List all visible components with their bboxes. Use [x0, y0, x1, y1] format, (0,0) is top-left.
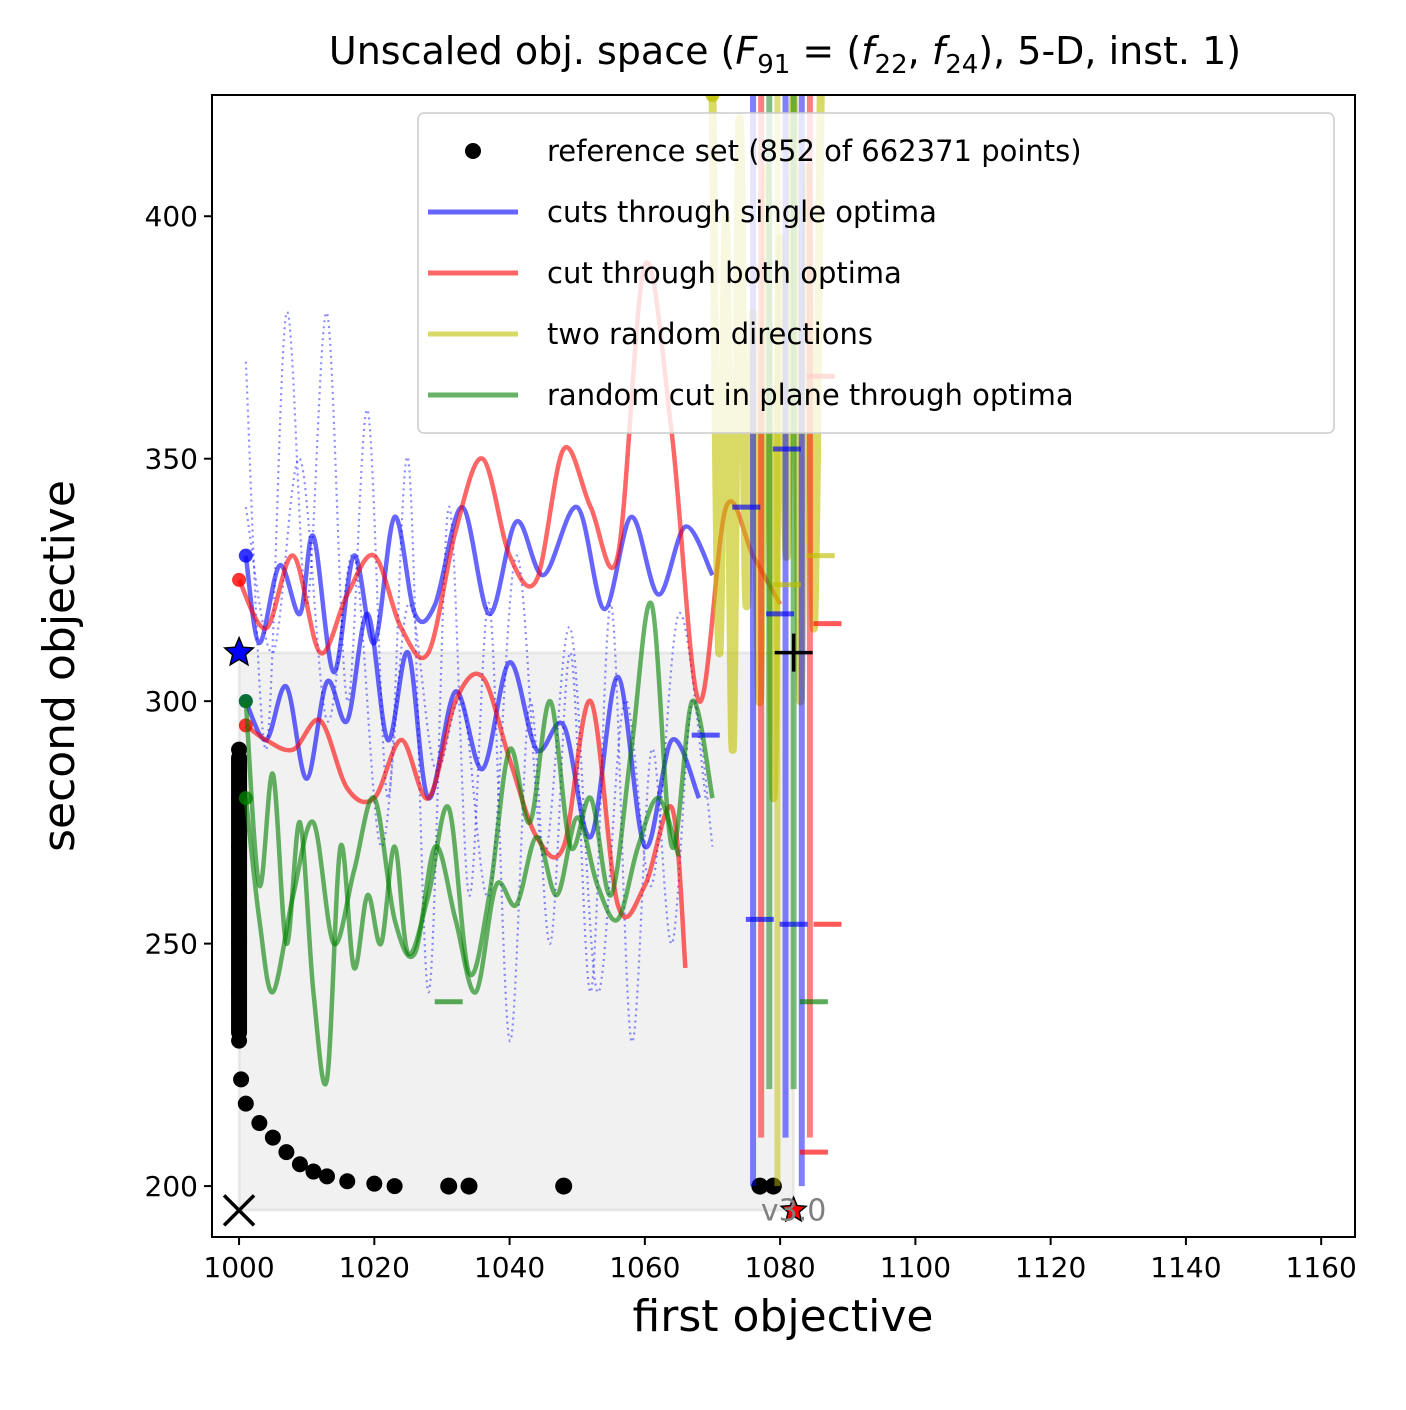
x-tick-label: 1040 — [474, 1251, 545, 1284]
series-start-marker — [705, 95, 720, 102]
y-tick-label: 300 — [145, 685, 198, 718]
reference-point — [366, 1175, 383, 1192]
legend-label: two random directions — [547, 317, 873, 351]
x-tick-label: 1020 — [339, 1251, 410, 1284]
chart-title: Unscaled obj. space (F91 = (f22, f24), 5… — [329, 29, 1241, 80]
reference-point — [233, 1071, 250, 1088]
series-line-5 — [243, 795, 681, 995]
legend-marker — [465, 143, 481, 159]
x-tick-label: 1000 — [203, 1251, 274, 1284]
reference-point — [318, 1168, 335, 1185]
ideal-point-x — [222, 1194, 256, 1227]
y-axis-label: second objective — [34, 480, 85, 852]
series-line-4 — [243, 600, 715, 1087]
reference-point — [440, 1177, 458, 1195]
legend-box — [417, 112, 1335, 434]
x-tick-label: 1160 — [1286, 1251, 1357, 1284]
series-start-marker — [232, 572, 247, 587]
reference-point — [386, 1178, 403, 1195]
optimum-f1-star — [222, 635, 256, 667]
legend-label: reference set (852 of 662371 points) — [547, 134, 1082, 168]
y-tick-label: 200 — [145, 1170, 198, 1203]
legend-label: cut through both optima — [547, 256, 902, 290]
reference-point — [251, 1115, 268, 1132]
y-tick-label: 250 — [145, 928, 198, 961]
reference-point-band — [231, 749, 248, 1041]
y-axis-ticks: 200 250 300 350 400 — [145, 200, 212, 1203]
reference-point — [305, 1163, 322, 1180]
nadir-point-plus — [774, 633, 813, 672]
series-line-2 — [237, 260, 783, 704]
x-tick-label: 1080 — [744, 1251, 815, 1284]
series-start-marker — [238, 791, 253, 806]
x-tick-label: 1120 — [1015, 1251, 1086, 1284]
axes-frame — [211, 94, 1356, 1238]
x-axis-ticks: 1000 1020 1040 1060 1080 1100 1120 1140 1160 — [203, 1237, 1357, 1284]
optimum-f2-star — [779, 1195, 808, 1223]
series-line-0 — [243, 504, 715, 675]
legend-label: cuts through single optima — [547, 195, 937, 229]
reference-point — [555, 1177, 573, 1195]
reference-point — [460, 1177, 478, 1195]
x-tick-label: 1140 — [1150, 1251, 1221, 1284]
reference-point — [291, 1156, 308, 1173]
x-axis-label: first objective — [633, 1291, 934, 1342]
plot-area: v3.0 — [222, 95, 842, 1228]
y-tick-label: 350 — [145, 443, 198, 476]
y-tick-label: 400 — [145, 200, 198, 233]
x-tick-label: 1060 — [609, 1251, 680, 1284]
reference-point — [237, 1095, 254, 1112]
reference-point — [264, 1129, 281, 1146]
x-tick-label: 1100 — [880, 1251, 951, 1284]
series-start-marker — [238, 548, 253, 563]
version-label: v3.0 — [761, 1193, 826, 1228]
reference-point — [278, 1144, 295, 1161]
series-line-3 — [244, 671, 688, 969]
series-start-marker — [238, 694, 253, 709]
legend-label: random cut in plane through optima — [547, 378, 1074, 412]
legend: reference set (852 of 662371 points) cuts… — [417, 112, 1335, 434]
reference-point — [339, 1173, 356, 1190]
series-line-1 — [243, 611, 702, 850]
